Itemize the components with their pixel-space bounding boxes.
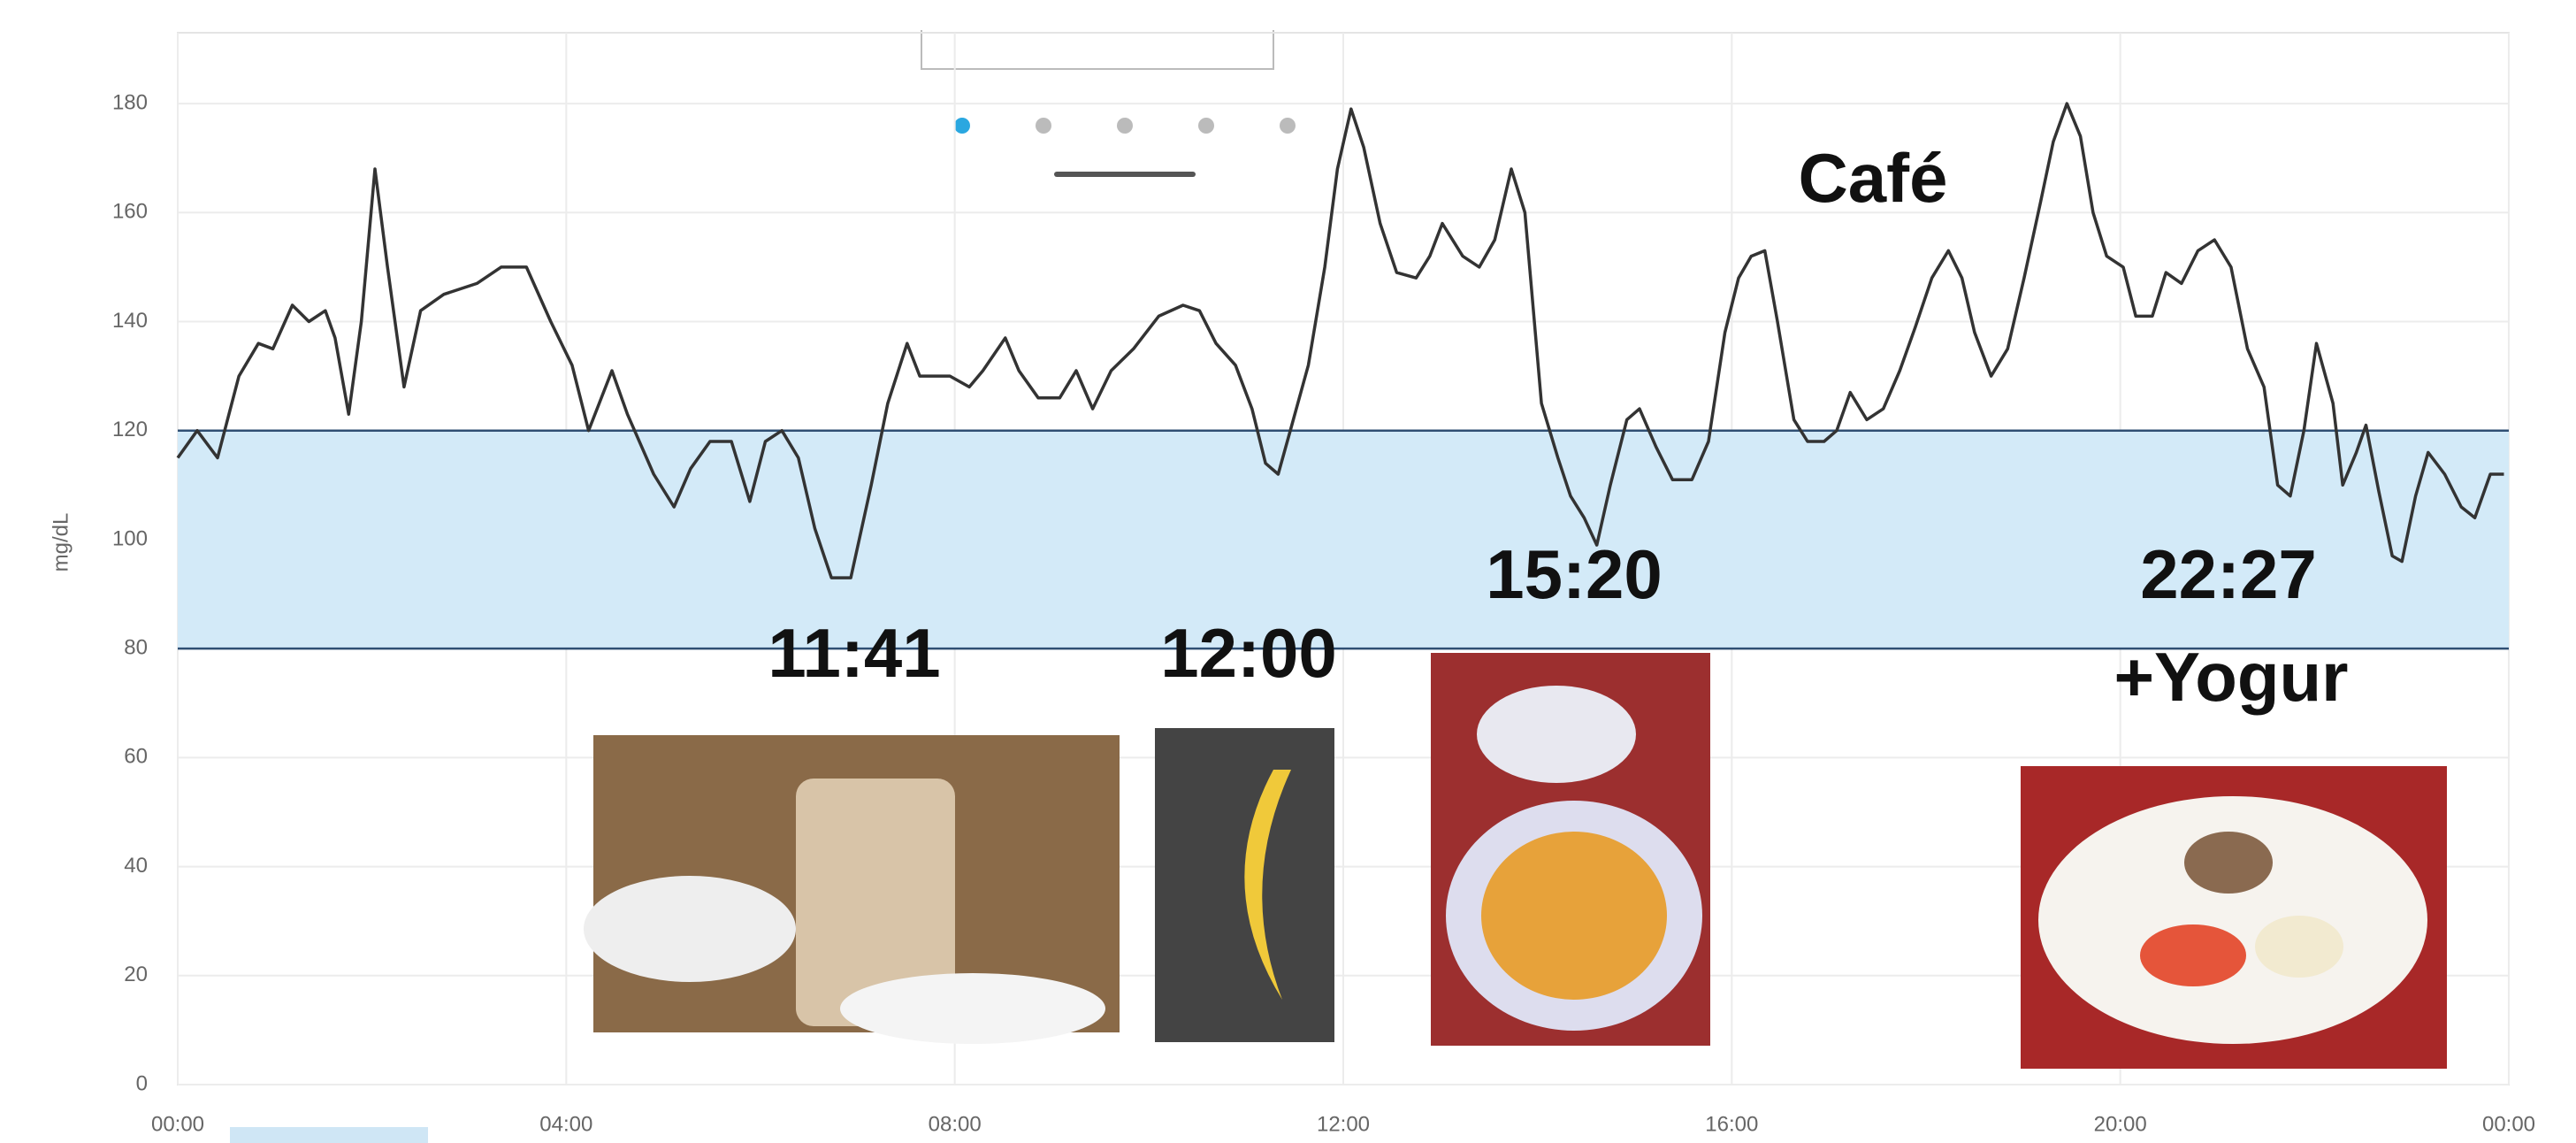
y-tick-label: 60 <box>124 745 148 769</box>
y-tick-label: 100 <box>112 526 148 550</box>
annotation: 15:20 <box>1486 535 1663 613</box>
y-tick-label: 40 <box>124 854 148 878</box>
annotation: 12:00 <box>1160 614 1337 692</box>
annotation: 22:27 <box>2140 535 2317 613</box>
x-tick-label: 20:00 <box>2094 1112 2147 1136</box>
annotation: 11:41 <box>768 614 940 692</box>
y-tick-label: 80 <box>124 635 148 659</box>
glucose-line <box>176 102 2504 579</box>
y-tick-label: 180 <box>112 90 148 114</box>
y-tick-label: 0 <box>136 1071 148 1095</box>
x-tick-label: 12:00 <box>1317 1112 1370 1136</box>
target-range <box>178 430 2509 649</box>
photos <box>584 653 2447 1069</box>
embedded-ui <box>230 30 1296 1143</box>
x-tick-label: 00:00 <box>2482 1112 2535 1136</box>
y-tick-label: 140 <box>112 309 148 333</box>
x-tick-label: 16:00 <box>1705 1112 1758 1136</box>
y-tick-label: 160 <box>112 200 148 224</box>
y-tick-label: 20 <box>124 963 148 986</box>
annotation: Café <box>1798 139 1947 217</box>
y-axis-label: mg/dL <box>49 513 73 572</box>
x-tick-label: 08:00 <box>929 1112 982 1136</box>
x-tick-label: 04:00 <box>539 1112 592 1136</box>
y-tick-label: 120 <box>112 418 148 441</box>
annotation: +Yogur <box>2114 638 2348 716</box>
x-tick-label: 00:00 <box>151 1112 204 1136</box>
